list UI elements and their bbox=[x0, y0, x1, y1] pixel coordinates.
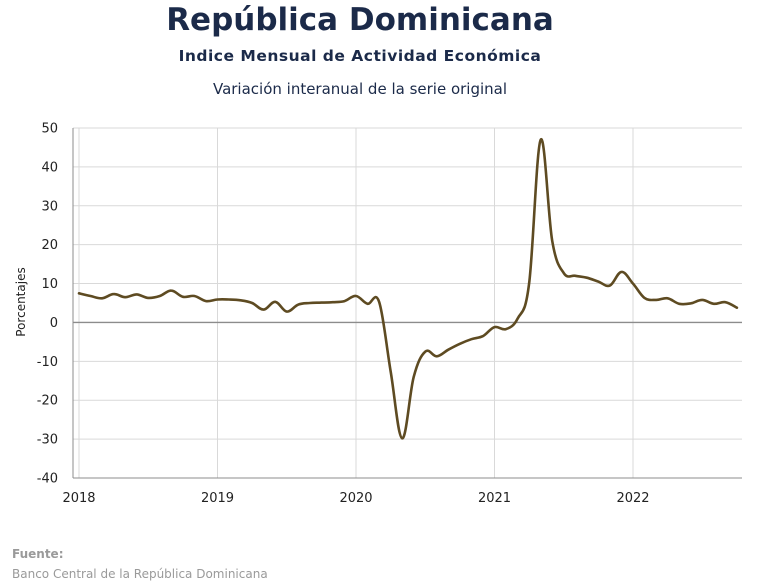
gridlines bbox=[73, 127, 742, 479]
chart-subtitle-secondary: Variación interanual de la serie origina… bbox=[212, 80, 508, 98]
x-tick-label: 2020 bbox=[339, 491, 372, 506]
x-tick-label: 2022 bbox=[616, 491, 649, 506]
chart-subtitle: Indice Mensual de Actividad Económica bbox=[178, 47, 542, 65]
y-tick-label: 0 bbox=[50, 316, 58, 331]
y-tick-label: -30 bbox=[37, 433, 58, 448]
x-tick-label: 2021 bbox=[478, 491, 511, 506]
series-lines bbox=[77, 138, 739, 440]
y-tick-label: -10 bbox=[37, 355, 58, 370]
tick-labels: 50 40 30 20 10 0 -10 -20 -30 -40 2018 2019 2020 2021 2… bbox=[37, 122, 650, 507]
y-tick-label: -40 bbox=[37, 472, 58, 487]
source-label: Fuente: bbox=[12, 547, 64, 561]
x-tick-label: 2019 bbox=[201, 491, 234, 506]
y-axis-label: Porcentajes bbox=[14, 267, 28, 336]
y-tick-label: -20 bbox=[37, 394, 58, 409]
line-chart: 50 40 30 20 10 0 -10 -20 -30 -40 2018 2019 2020 2021 2… bbox=[14, 122, 742, 507]
x-tick-label: 2018 bbox=[62, 491, 95, 506]
y-tick-label: 30 bbox=[41, 199, 58, 214]
chart-title: República Dominicana bbox=[166, 2, 554, 38]
y-tick-label: 50 bbox=[41, 122, 58, 137]
axes bbox=[72, 128, 742, 479]
y-tick-label: 20 bbox=[41, 238, 58, 253]
source-text: Banco Central de la República Dominicana bbox=[12, 567, 268, 581]
y-tick-label: 10 bbox=[41, 277, 58, 292]
series-line bbox=[77, 138, 739, 440]
y-tick-label: 40 bbox=[41, 160, 58, 175]
